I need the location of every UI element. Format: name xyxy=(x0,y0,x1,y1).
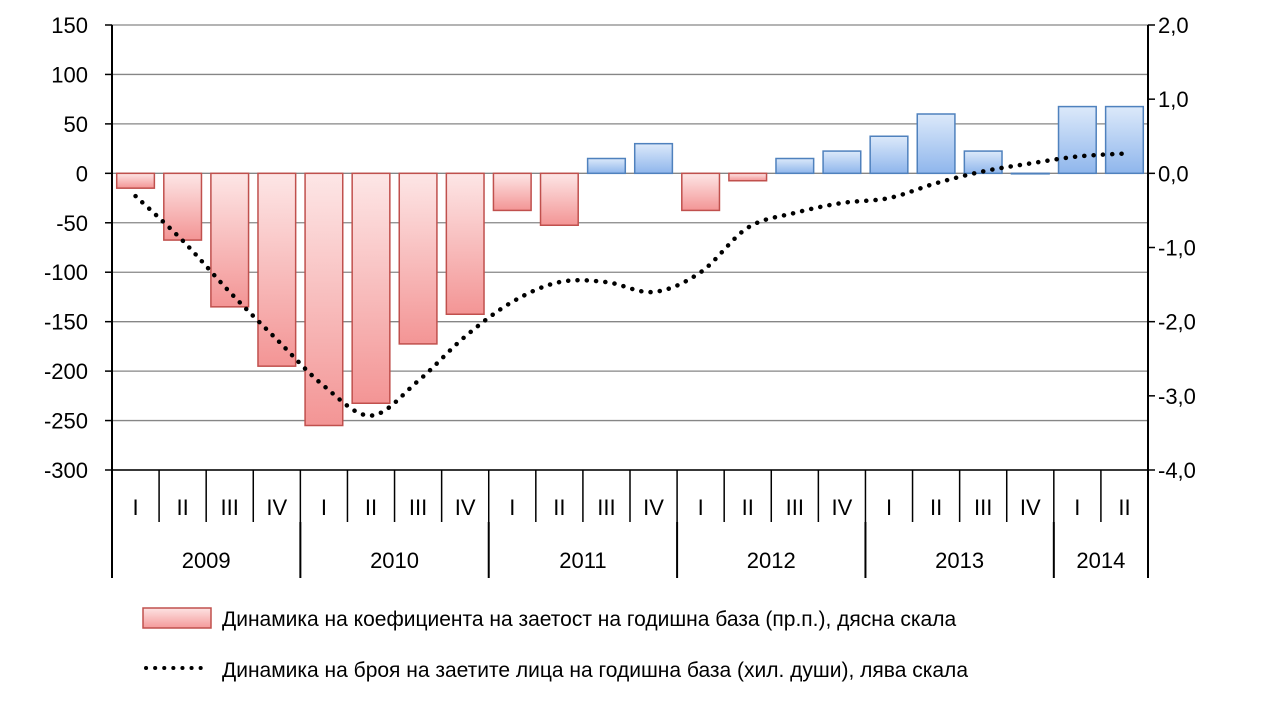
legend: Динамика на коефициента на заетост на го… xyxy=(142,607,968,682)
quarter-label: II xyxy=(177,495,189,520)
quarter-label: III xyxy=(786,495,804,520)
quarter-label: IV xyxy=(643,495,664,520)
bar xyxy=(633,142,674,175)
left-axis-ticks: 150 100 50 0 -50 -100 -150 -200 -250 -300 xyxy=(44,13,88,483)
quarter-label: III xyxy=(597,495,615,520)
left-tick-label: 50 xyxy=(64,112,88,137)
left-tick-label: 150 xyxy=(51,13,88,38)
right-tick-label: 2,0 xyxy=(1158,13,1189,38)
bar-series xyxy=(115,105,1145,427)
right-tick-label: 1,0 xyxy=(1158,87,1189,112)
legend-label-bars: Динамика на коефициента на заетост на го… xyxy=(222,608,956,631)
left-tick-label: -300 xyxy=(44,458,88,483)
year-label: 2014 xyxy=(1076,548,1125,573)
legend-swatch-bars xyxy=(142,607,212,629)
bar xyxy=(492,172,532,212)
quarter-label: IV xyxy=(455,495,476,520)
year-label: 2012 xyxy=(747,548,796,573)
year-label: 2013 xyxy=(935,548,984,573)
quarter-label: I xyxy=(886,495,892,520)
bar xyxy=(304,172,344,427)
left-tick-label: -50 xyxy=(56,211,88,236)
year-label: 2009 xyxy=(182,548,231,573)
right-tick-label: -4,0 xyxy=(1158,458,1196,483)
right-axis-ticks: 2,0 1,0 0,0 -1,0 -2,0 -3,0 -4,0 xyxy=(1158,13,1196,483)
right-tick-label: -2,0 xyxy=(1158,310,1196,335)
right-tick-label: 0,0 xyxy=(1158,161,1189,186)
bar xyxy=(163,172,203,241)
bar xyxy=(869,135,909,175)
bar xyxy=(257,172,297,367)
x-axis-categories: I II III IV I II III IV I II III IV I II III IV I II III IV… xyxy=(111,470,1149,578)
quarter-label: I xyxy=(509,495,515,520)
bar xyxy=(586,157,627,175)
left-tick-label: 0 xyxy=(76,161,88,186)
quarter-label: I xyxy=(132,495,138,520)
bar xyxy=(775,157,815,175)
left-tick-label: -150 xyxy=(44,310,88,335)
quarter-label: IV xyxy=(266,495,287,520)
year-label: 2011 xyxy=(559,548,606,573)
bar xyxy=(681,172,721,212)
quarter-label: IV xyxy=(832,495,853,520)
quarter-label: II xyxy=(742,495,754,520)
bar xyxy=(728,172,768,182)
bar xyxy=(1010,172,1050,175)
quarter-label: I xyxy=(1074,495,1080,520)
left-tick-label: -100 xyxy=(44,260,88,285)
quarter-label: II xyxy=(365,495,377,520)
quarter-label: III xyxy=(409,495,427,520)
left-tick-label: 100 xyxy=(51,62,88,87)
quarter-label: III xyxy=(221,495,239,520)
left-tick-label: -250 xyxy=(44,409,88,434)
legend-label-line: Динамика на броя на заетите лица на годи… xyxy=(222,659,968,682)
bar xyxy=(445,172,485,315)
bar xyxy=(539,172,579,226)
year-label: 2010 xyxy=(370,548,419,573)
bar xyxy=(1057,105,1097,175)
quarter-label: IV xyxy=(1020,495,1041,520)
bar xyxy=(822,150,862,175)
bar xyxy=(398,172,438,345)
quarter-label: II xyxy=(1118,495,1130,520)
quarter-label: II xyxy=(553,495,565,520)
bar xyxy=(916,113,956,175)
quarter-label: III xyxy=(974,495,992,520)
quarter-label: I xyxy=(698,495,704,520)
left-tick-label: -200 xyxy=(44,359,88,384)
bar xyxy=(115,172,156,189)
quarter-label: II xyxy=(930,495,942,520)
bar xyxy=(351,172,391,404)
right-tick-label: -3,0 xyxy=(1158,384,1196,409)
bar xyxy=(210,172,250,308)
quarter-label: I xyxy=(321,495,327,520)
right-tick-label: -1,0 xyxy=(1158,236,1196,261)
bar xyxy=(1104,105,1145,175)
